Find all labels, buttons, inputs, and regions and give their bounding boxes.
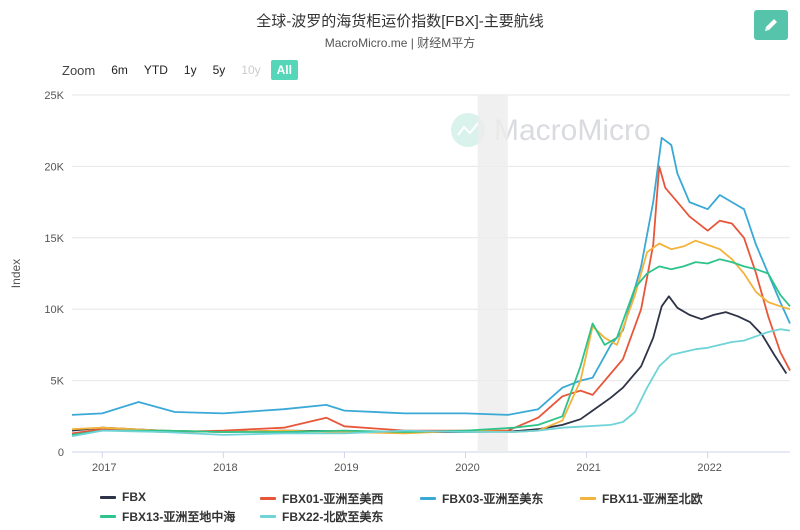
series-line-2: [71, 136, 791, 416]
y-axis: 0 5K 10K 15K 20K 25K: [44, 90, 64, 459]
x-axis: 2017 2018 2019 2020 2021 2022: [92, 452, 722, 474]
zoom-all-button[interactable]: All: [270, 60, 298, 80]
page-title: 全球-波罗的海货柜运价指数[FBX]-主要航线: [256, 13, 544, 30]
x-tick-label: 2021: [576, 462, 600, 474]
legend-item-fbx[interactable]: FBX: [100, 490, 146, 504]
legend-swatch: [260, 497, 276, 500]
y-tick-label: 15K: [44, 233, 64, 245]
x-tick-label: 2019: [334, 462, 358, 474]
legend-swatch: [260, 515, 276, 518]
legend-swatch: [100, 495, 116, 499]
y-tick-label: 20K: [44, 161, 64, 173]
edit-button[interactable]: [754, 10, 788, 40]
x-tick-label: 2017: [92, 462, 116, 474]
zoom-controls: Zoom 6m YTD 1y 5y 10y All: [62, 60, 298, 80]
legend-swatch: [580, 497, 596, 500]
legend-label: FBX11-亚洲至北欧: [602, 492, 703, 506]
zoom-10y-button[interactable]: 10y: [241, 63, 261, 77]
y-tick-label: 5K: [51, 376, 65, 388]
x-tick-label: 2020: [455, 462, 479, 474]
watermark-text: MacroMicro: [494, 114, 651, 147]
series-line-4: [71, 258, 791, 436]
x-tick-label: 2018: [213, 462, 237, 474]
y-tick-label: 0: [58, 447, 64, 459]
legend-swatch: [420, 497, 436, 500]
page-subtitle: MacroMicro.me | 财经M平方: [324, 36, 476, 50]
legend-item-fbx13[interactable]: FBX13-亚洲至地中海: [100, 508, 235, 525]
gridlines: [72, 94, 790, 453]
y-tick-label: 25K: [44, 90, 64, 102]
pencil-icon: [765, 19, 777, 31]
zoom-1y-button[interactable]: 1y: [183, 63, 197, 77]
series-lines: [71, 136, 791, 438]
legend-label: FBX03-亚洲至美东: [442, 492, 544, 506]
zoom-label: Zoom: [62, 62, 96, 78]
y-tick-label: 10K: [44, 304, 64, 316]
series-line-3: [71, 239, 791, 435]
series-line-1: [71, 165, 791, 435]
legend-label: FBX22-北欧至美东: [282, 510, 384, 524]
zoom-5y-button[interactable]: 5y: [212, 63, 226, 77]
y-axis-label: Index: [9, 259, 23, 288]
zoom-6m-button[interactable]: 6m: [111, 63, 128, 77]
legend-swatch: [100, 515, 116, 518]
shaded-region: [477, 95, 508, 452]
legend-label: FBX13-亚洲至地中海: [122, 510, 236, 524]
legend-item-fbx22[interactable]: FBX22-北欧至美东: [260, 508, 383, 525]
macromicro-logo-icon: [451, 113, 485, 147]
legend-label: FBX01-亚洲至美西: [282, 492, 384, 506]
legend-item-fbx11[interactable]: FBX11-亚洲至北欧: [580, 490, 703, 507]
legend-label: FBX: [122, 490, 146, 504]
x-tick-label: 2022: [697, 462, 721, 474]
series-line-5: [71, 328, 791, 438]
watermark: MacroMicro: [451, 113, 651, 147]
legend-item-fbx01[interactable]: FBX01-亚洲至美西: [260, 490, 383, 507]
legend-item-fbx03[interactable]: FBX03-亚洲至美东: [420, 490, 543, 507]
zoom-ytd-button[interactable]: YTD: [143, 63, 168, 77]
